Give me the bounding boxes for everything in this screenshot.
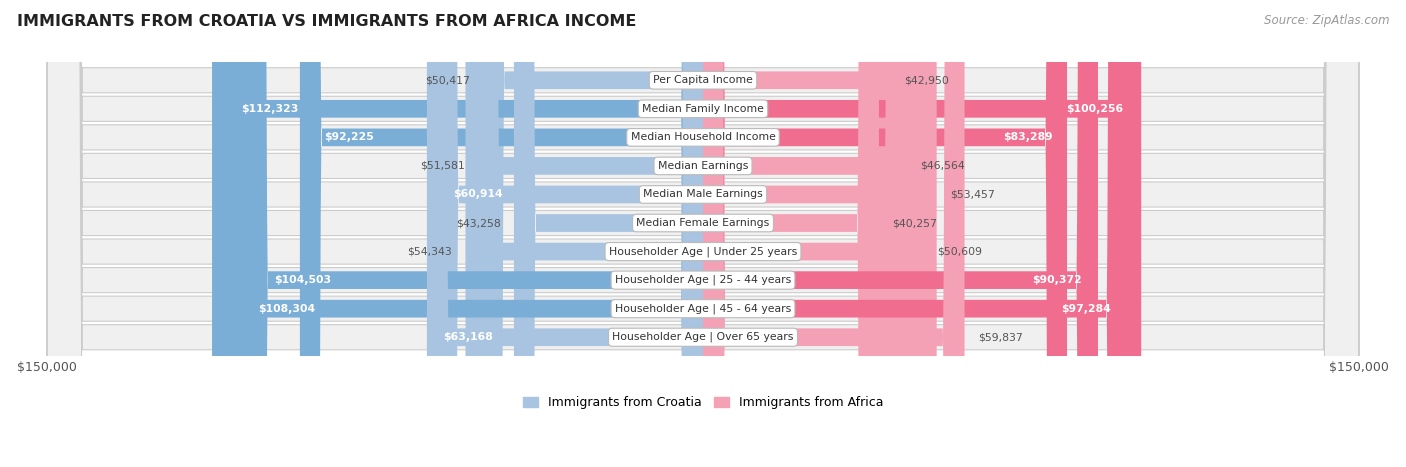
Text: $104,503: $104,503 (274, 275, 330, 285)
FancyBboxPatch shape (703, 0, 936, 467)
Text: $59,837: $59,837 (977, 332, 1022, 342)
FancyBboxPatch shape (703, 0, 891, 467)
Text: Householder Age | Over 65 years: Householder Age | Over 65 years (612, 332, 794, 342)
FancyBboxPatch shape (48, 0, 1358, 467)
FancyBboxPatch shape (482, 0, 703, 467)
Text: $83,289: $83,289 (1002, 132, 1053, 142)
FancyBboxPatch shape (48, 0, 1358, 467)
FancyBboxPatch shape (246, 0, 703, 467)
Text: Householder Age | 45 - 64 years: Householder Age | 45 - 64 years (614, 304, 792, 314)
Text: $43,258: $43,258 (456, 218, 501, 228)
Text: Source: ZipAtlas.com: Source: ZipAtlas.com (1264, 14, 1389, 27)
FancyBboxPatch shape (465, 0, 703, 467)
Text: $50,609: $50,609 (938, 247, 983, 256)
Text: $60,914: $60,914 (453, 190, 502, 199)
Text: $90,372: $90,372 (1032, 275, 1083, 285)
FancyBboxPatch shape (437, 0, 703, 467)
Text: $108,304: $108,304 (259, 304, 315, 314)
Text: Householder Age | Under 25 years: Householder Age | Under 25 years (609, 246, 797, 257)
Text: $100,256: $100,256 (1067, 104, 1123, 114)
Text: $112,323: $112,323 (242, 104, 299, 114)
FancyBboxPatch shape (48, 0, 1358, 467)
Text: $63,168: $63,168 (443, 332, 494, 342)
FancyBboxPatch shape (703, 0, 1128, 467)
FancyBboxPatch shape (703, 0, 1098, 467)
Text: $54,343: $54,343 (408, 247, 453, 256)
Text: Median Earnings: Median Earnings (658, 161, 748, 171)
FancyBboxPatch shape (703, 0, 879, 467)
FancyBboxPatch shape (703, 0, 1067, 467)
Text: $53,457: $53,457 (950, 190, 994, 199)
FancyBboxPatch shape (703, 0, 924, 467)
FancyBboxPatch shape (229, 0, 703, 467)
FancyBboxPatch shape (48, 0, 1358, 467)
Text: $46,564: $46,564 (920, 161, 965, 171)
Text: IMMIGRANTS FROM CROATIA VS IMMIGRANTS FROM AFRICA INCOME: IMMIGRANTS FROM CROATIA VS IMMIGRANTS FR… (17, 14, 637, 29)
FancyBboxPatch shape (515, 0, 703, 467)
FancyBboxPatch shape (212, 0, 703, 467)
FancyBboxPatch shape (478, 0, 703, 467)
Text: Householder Age | 25 - 44 years: Householder Age | 25 - 44 years (614, 275, 792, 285)
Text: $92,225: $92,225 (323, 132, 374, 142)
FancyBboxPatch shape (703, 0, 965, 467)
FancyBboxPatch shape (48, 0, 1358, 467)
FancyBboxPatch shape (48, 0, 1358, 467)
Text: Median Female Earnings: Median Female Earnings (637, 218, 769, 228)
Text: Median Male Earnings: Median Male Earnings (643, 190, 763, 199)
Text: $50,417: $50,417 (425, 75, 470, 85)
Text: Per Capita Income: Per Capita Income (652, 75, 754, 85)
FancyBboxPatch shape (48, 0, 1358, 467)
FancyBboxPatch shape (427, 0, 703, 467)
Text: Median Family Income: Median Family Income (643, 104, 763, 114)
FancyBboxPatch shape (48, 0, 1358, 467)
Text: $42,950: $42,950 (904, 75, 949, 85)
Legend: Immigrants from Croatia, Immigrants from Africa: Immigrants from Croatia, Immigrants from… (517, 391, 889, 414)
Text: $51,581: $51,581 (419, 161, 464, 171)
Text: $97,284: $97,284 (1062, 304, 1111, 314)
FancyBboxPatch shape (703, 0, 1142, 467)
Text: $40,257: $40,257 (891, 218, 936, 228)
FancyBboxPatch shape (48, 0, 1358, 467)
FancyBboxPatch shape (48, 0, 1358, 467)
FancyBboxPatch shape (299, 0, 703, 467)
Text: Median Household Income: Median Household Income (630, 132, 776, 142)
FancyBboxPatch shape (703, 0, 907, 467)
